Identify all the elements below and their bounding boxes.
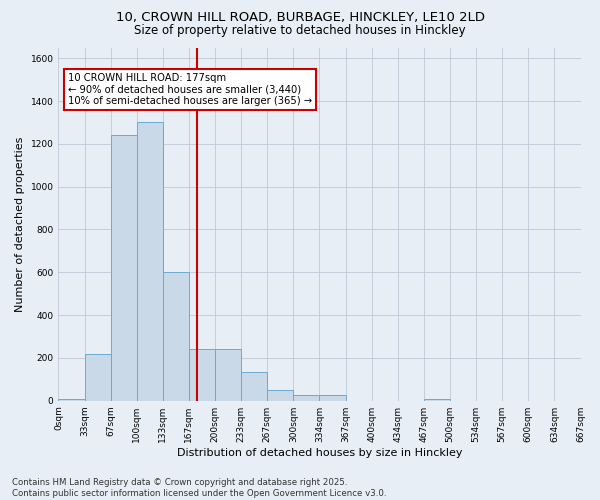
Text: Size of property relative to detached houses in Hinckley: Size of property relative to detached ho… — [134, 24, 466, 37]
Bar — [137, 122, 163, 400]
Bar — [267, 390, 293, 400]
Bar — [189, 350, 215, 401]
Bar — [215, 350, 241, 401]
Bar — [85, 354, 110, 401]
Bar — [241, 372, 267, 400]
Bar — [319, 396, 346, 400]
Y-axis label: Number of detached properties: Number of detached properties — [15, 136, 25, 312]
Bar — [110, 136, 137, 400]
Text: Contains HM Land Registry data © Crown copyright and database right 2025.
Contai: Contains HM Land Registry data © Crown c… — [12, 478, 386, 498]
Bar — [293, 394, 319, 400]
X-axis label: Distribution of detached houses by size in Hinckley: Distribution of detached houses by size … — [177, 448, 462, 458]
Bar — [58, 398, 85, 400]
Text: 10, CROWN HILL ROAD, BURBAGE, HINCKLEY, LE10 2LD: 10, CROWN HILL ROAD, BURBAGE, HINCKLEY, … — [115, 11, 485, 24]
Bar — [424, 398, 450, 400]
Text: 10 CROWN HILL ROAD: 177sqm
← 90% of detached houses are smaller (3,440)
10% of s: 10 CROWN HILL ROAD: 177sqm ← 90% of deta… — [68, 73, 311, 106]
Bar — [163, 272, 189, 400]
